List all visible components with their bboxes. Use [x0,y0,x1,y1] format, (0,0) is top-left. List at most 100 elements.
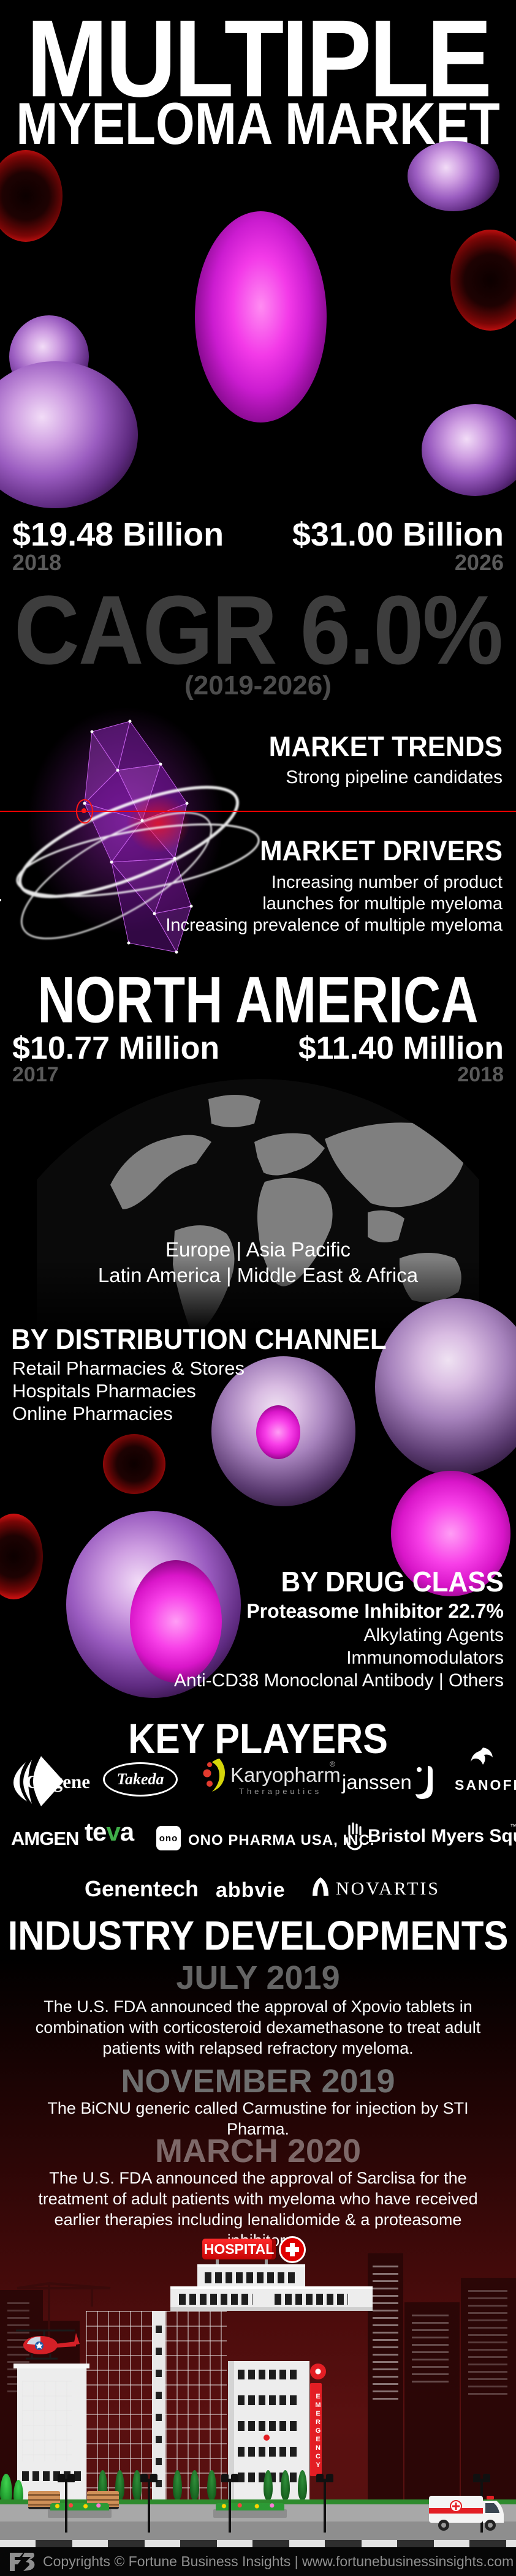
ono-box-icon: ono [156,1826,181,1850]
north-america-title: NORTH AMERICA [37,963,479,1037]
divider-red-line [0,811,516,812]
novartis-label: NOVARTIS [336,1879,441,1899]
bms-tm-mark: ™ [510,1822,516,1831]
karyopharm-sublabel: Therapeutics [239,1787,322,1796]
left-wing-glass [22,2381,72,2461]
cell-nucleus-magenta [195,211,327,422]
celgene-leaf-icon [13,1756,64,1806]
genentech-label: Genentech [85,1876,199,1901]
market-size-2026-year: 2026 [454,550,504,575]
logo-abbvie: abbvie [216,1879,286,1902]
tree-cypress [207,2470,216,2501]
page-title-line2: MYELOMA MARKET [16,91,500,157]
construction-crane-icon [17,2282,111,2354]
upper-floor-windows-1 [179,2294,252,2305]
lamppost [316,2474,333,2533]
market-size-2018-value: $19.48 Billion [12,516,224,553]
right-wing-windows-row2 [238,2395,299,2405]
lamppost [140,2474,157,2533]
bone-network-illustration [0,707,260,954]
lamppost [58,2474,75,2533]
emergency-sign: EMERGENCY [310,2383,322,2476]
emergency-roof-beacon [310,2364,326,2379]
hospital-upper-floor [170,2289,373,2311]
glass-tower-left [86,2311,152,2499]
fortune-business-insights-logo [10,2552,35,2571]
logo-takeda: Takeda [103,1762,178,1797]
ono-label: ONO PHARMA USA, INC. [188,1832,375,1849]
cell-purple-bottom-left [0,361,138,508]
hospital-cross-icon [279,2236,306,2263]
tree-cypress [281,2470,290,2501]
planter-flowers [216,2503,284,2510]
teva-label-accent: v [106,1817,120,1846]
market-drivers-item-2: Increasing prevalence of multiple myelom… [165,915,503,935]
regions-line-1: Europe | Asia Pacific [165,1238,351,1261]
bms-hand-icon [346,1822,363,1850]
cell-nucleus-large [130,1560,222,1683]
distribution-channel-item-2: Online Pharmacies [12,1403,173,1424]
world-globe-illustration [37,1079,479,1332]
bms-label: Bristol Myers Squibb [368,1826,516,1846]
amgen-label: AMGEN [11,1828,79,1849]
drug-class-highlight: Proteasome Inhibitor 22.7% [246,1600,504,1622]
distribution-channel-item-0: Retail Pharmacies & Stores [12,1357,245,1379]
logo-karyopharm: Karyopharm ® Therapeutics [201,1755,341,1803]
tree-cypress [173,2470,182,2501]
logo-janssen: janssen [342,1765,434,1801]
tree-cypress [264,2470,273,2501]
tree-cypress [132,2470,142,2501]
karyopharm-reg-mark: ® [330,1760,335,1768]
page-title-line1: MULTIPLE [26,0,492,120]
road [0,2522,516,2540]
city-silhouette-right-1 [368,2253,403,2499]
cell-purple-bottom-right [422,404,516,496]
sign-pole-left [216,2258,219,2267]
event-1-text: The BiCNU generic called Carmustine for … [0,2098,516,2139]
sanofi-bird-icon [471,1748,493,1765]
takeda-label: Takeda [116,1770,164,1788]
na-2017-value: $10.77 Million [12,1031,220,1066]
na-2017-year: 2017 [12,1063,59,1086]
hero-cells-illustration [0,141,516,508]
logo-amgen: AMGEN [11,1828,79,1850]
celgene-label: Celgene [26,1771,91,1792]
helipad-roof [13,2364,89,2368]
teva-label-prefix: te [85,1817,107,1846]
industry-developments-title: INDUSTRY DEVELOPMENTS [7,1912,509,1959]
tree-cypress [190,2470,199,2501]
glass-tower-right [165,2311,227,2499]
logo-celgene: Celgene [7,1755,91,1808]
event-1-date: NOVEMBER 2019 [121,2063,395,2100]
logo-bristol-myers-squibb: Bristol Myers Squibb ™ [344,1820,516,1855]
janssen-label: janssen [342,1771,412,1793]
logo-teva: teva [85,1817,134,1847]
drug-class-item-2: Anti-CD38 Monoclonal Antibody | Others [173,1670,504,1691]
regions-line-2: Latin America | Middle East & Africa [97,1264,419,1286]
logo-sanofi: SANOFI [455,1746,516,1803]
hedge-strip [0,2499,516,2504]
right-wing-windows-row3 [238,2421,299,2431]
event-2-date: MARCH 2020 [154,2133,362,2169]
event-1-description: The BiCNU generic called Carmustine for … [47,2099,469,2138]
mid-cells-illustration [0,1292,516,1708]
hospital-left-wing [17,2368,86,2499]
sign-pole-right [265,2258,268,2267]
penthouse-windows [205,2272,298,2283]
city-windows-right-2 [412,2315,449,2388]
tree-cypress [298,2470,307,2501]
novartis-icon [313,1877,328,1896]
cagr-period: (2019-2026) [184,670,332,700]
right-wing-red-dot [264,2435,270,2441]
karyopharm-icon [203,1759,225,1792]
tower-spine [152,2311,165,2499]
teva-label-suffix: a [120,1817,134,1846]
city-windows-right-1 [373,2266,398,2400]
red-target-marker [76,799,93,824]
event-2-description: The U.S. FDA announced the approval of S… [38,2169,478,2250]
event-2-text: The U.S. FDA announced the approval of S… [0,2168,516,2251]
drug-class-item-1: Immunomodulators [346,1648,504,1668]
cell-pale-purple-top-right [375,1298,516,1476]
hospital-sign: HOSPITAL [202,2239,276,2259]
market-trends-item: Strong pipeline candidates [286,767,503,787]
